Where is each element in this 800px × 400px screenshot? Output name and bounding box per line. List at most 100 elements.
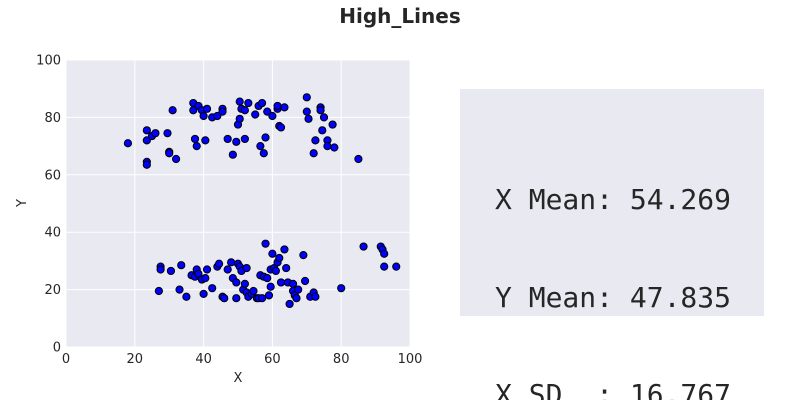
stats-panel: X Mean: 54.269 Y Mean: 47.835 X SD : 16.… [460,89,764,400]
stat-x-sd: X SD : 16.767 [495,378,732,400]
data-point [285,299,294,309]
data-point [292,294,301,303]
data-point [156,265,165,274]
data-point [223,265,232,274]
data-point [202,104,212,113]
data-point [242,263,251,273]
data-point [220,294,229,303]
data-point [251,110,260,119]
tick-labels: 0 20 40 60 80 100 0 20 40 60 80 100 [36,54,422,368]
data-point [189,106,198,115]
y-tick-label: 100 [36,54,61,69]
data-points [123,93,401,309]
y-tick-label: 20 [44,283,61,298]
data-point [359,242,368,251]
data-point [304,114,313,123]
data-point [227,258,236,267]
data-point [261,239,270,248]
data-point [213,111,222,121]
data-point [218,107,227,116]
data-point [302,107,311,116]
data-point [330,143,339,152]
data-point [240,106,249,115]
data-point [232,137,241,146]
data-point [257,98,267,108]
data-point [288,279,298,288]
data-point [263,107,272,116]
x-tick-label: 20 [127,352,144,367]
data-point [392,262,401,271]
data-point [311,136,320,145]
data-point [171,154,181,164]
y-tick-label: 80 [44,111,61,126]
data-point [190,134,200,144]
x-axis-label: X [234,371,243,386]
data-point [201,136,210,145]
data-point [275,253,284,263]
data-point [302,93,311,102]
stats-text: X Mean: 54.269 Y Mean: 47.835 X SD : 16.… [495,119,731,400]
y-axis-label: Y [15,199,30,208]
data-point [282,263,291,273]
data-point [323,142,332,151]
x-tick-label: 100 [398,352,423,367]
data-point [177,261,186,270]
data-point [337,284,346,293]
data-point [380,262,389,271]
data-point [273,101,282,111]
data-point [280,245,289,254]
data-point [240,279,249,288]
data-point [235,114,244,123]
data-point [214,259,224,268]
data-point [240,134,249,144]
data-point [259,149,268,158]
x-tick-label: 80 [333,352,350,367]
data-point [266,282,275,291]
data-point [256,142,265,151]
data-point [202,265,212,274]
data-point [232,294,241,303]
data-point [142,126,151,135]
data-point [228,150,237,159]
y-tick-label: 60 [44,168,61,183]
data-point [142,160,151,169]
data-point [223,134,232,144]
stat-x-mean: X Mean: 54.269 [495,183,732,216]
data-point [232,278,241,287]
data-point [168,106,177,115]
data-point [208,284,217,293]
stat-y-mean: Y Mean: 47.835 [495,280,732,314]
data-point [264,291,274,300]
data-point [311,292,320,301]
x-tick-label: 60 [264,352,281,367]
y-tick-label: 0 [53,341,61,356]
data-point [154,286,163,296]
data-point [328,120,337,129]
data-point [294,285,303,294]
data-point [276,123,286,132]
data-point [354,154,363,164]
data-point [318,126,327,135]
data-point [319,113,329,122]
data-point [175,285,184,294]
data-point [199,289,208,299]
data-point [123,139,133,148]
data-point [166,266,176,276]
data-point [192,142,201,151]
data-point [182,292,191,301]
data-point [163,129,172,138]
data-point [380,249,389,258]
data-point [268,249,277,258]
data-point [300,276,310,286]
data-point [268,111,277,121]
data-point [142,136,151,145]
data-point [261,133,270,142]
data-point [299,251,308,260]
data-point [257,294,267,303]
data-point [271,266,280,276]
y-tick-label: 40 [44,226,61,241]
data-point [201,274,210,283]
x-tick-label: 0 [62,352,70,367]
